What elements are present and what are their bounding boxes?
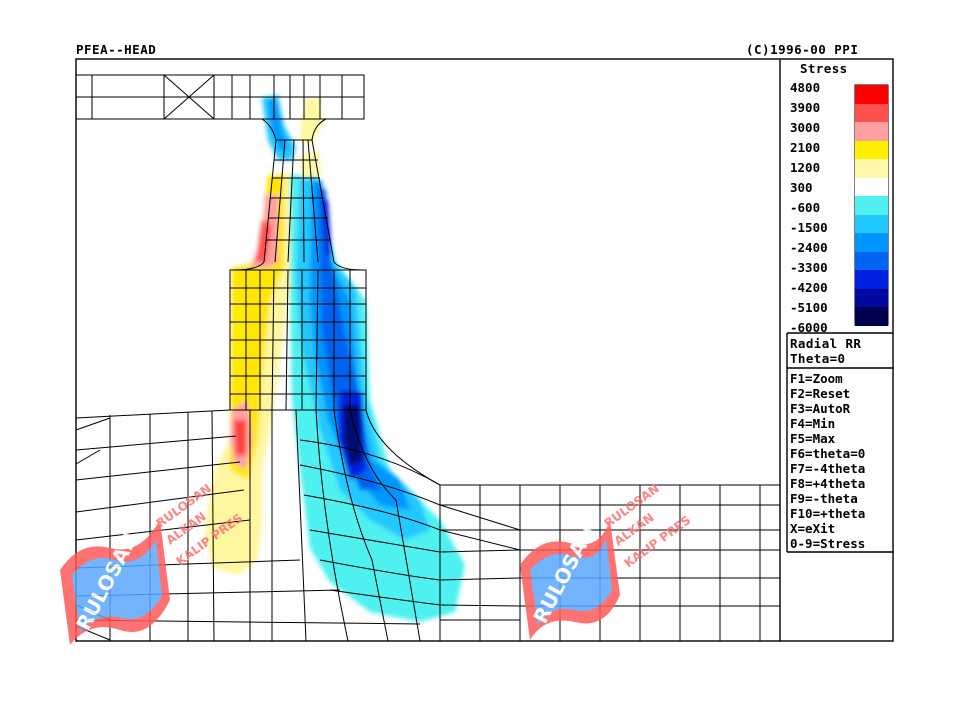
program-title: PFEA--HEAD (76, 42, 157, 57)
legend-swatch (855, 122, 888, 141)
legend-value: 300 (790, 180, 813, 195)
legend-value: -4200 (790, 280, 828, 295)
function-key-item: F8=+4theta (790, 476, 866, 491)
legend-value: -6000 (790, 320, 828, 335)
function-key-item: F6=theta=0 (790, 446, 866, 461)
legend-swatch (855, 196, 888, 215)
legend-swatch (855, 251, 888, 271)
legend-value: 4800 (790, 80, 821, 95)
function-key-item: F10=+theta (790, 506, 866, 521)
function-key-item: F1=Zoom (790, 371, 843, 386)
function-key-item: F2=Reset (790, 386, 851, 401)
function-key-item: F4=Min (790, 416, 836, 431)
legend-value: -3300 (790, 260, 828, 275)
legend-swatch (855, 307, 888, 326)
legend-swatch (855, 214, 888, 234)
legend-value: 3900 (790, 100, 821, 115)
legend-value: 2100 (790, 140, 821, 155)
legend-value: -2400 (790, 240, 828, 255)
function-key-item: X=eXit (790, 521, 836, 536)
theta-label: Theta=0 (790, 351, 846, 366)
function-key-item: F7=-4theta (790, 461, 866, 476)
legend-title: Stress (800, 61, 848, 76)
function-key-item: F3=AutoR (790, 401, 851, 416)
legend-swatch (855, 177, 888, 197)
legend-swatch (855, 103, 888, 123)
component-label: Radial RR (790, 336, 862, 351)
legend-value: 1200 (790, 160, 821, 175)
legend-value: -5100 (790, 300, 828, 315)
legend-swatch (855, 140, 888, 160)
legend-swatch (855, 233, 888, 252)
legend-swatch (855, 270, 888, 289)
legend-value: 3000 (790, 120, 821, 135)
legend-value: -1500 (790, 220, 828, 235)
copyright-label: (C)1996-00 PPI (746, 42, 859, 57)
legend-value: -600 (790, 200, 821, 215)
legend-swatch (855, 159, 888, 178)
function-key-item: F5=Max (790, 431, 836, 446)
legend-swatch (855, 85, 888, 104)
function-key-item: F9=-theta (790, 491, 858, 506)
legend-swatch (855, 288, 888, 308)
fea-mesh (75, 74, 780, 642)
function-key-item: 0-9=Stress (790, 536, 866, 551)
